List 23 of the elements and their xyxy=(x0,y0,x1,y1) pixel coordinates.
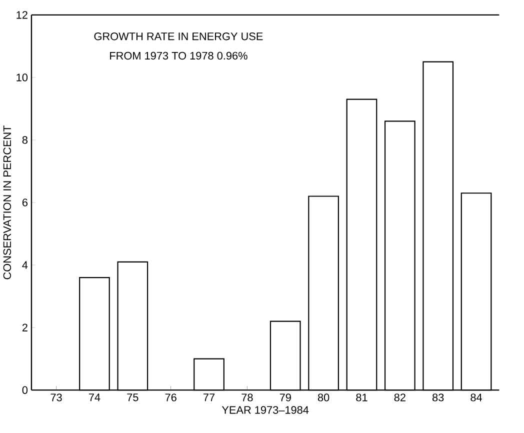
x-tick-label: 77 xyxy=(204,394,215,402)
x-tick-label: 82 xyxy=(394,394,406,402)
y-tick-label: 2 xyxy=(22,324,28,332)
y-axis-title: CONSERVATION IN PERCENT xyxy=(3,126,12,280)
y-tick-label: 12 xyxy=(16,11,28,19)
x-tick-label: 83 xyxy=(432,394,444,402)
x-tick-label: 73 xyxy=(50,394,62,402)
x-tick-label: 80 xyxy=(318,394,330,402)
y-tick-label: 10 xyxy=(16,74,28,82)
y-tick-label: 0 xyxy=(22,386,28,394)
x-tick-label: 79 xyxy=(280,394,291,402)
x-tick-label: 74 xyxy=(88,394,100,402)
annotation: FROM 1973 TO 1978 0.96% xyxy=(110,52,248,60)
x-tick-label: 75 xyxy=(127,394,138,402)
x-tick-label: 84 xyxy=(470,394,482,402)
annotation: GROWTH RATE IN ENERGY USE xyxy=(94,32,263,40)
y-tick-label: 8 xyxy=(22,136,28,144)
y-tick-label: 6 xyxy=(22,198,28,206)
x-tick-label: 76 xyxy=(165,394,176,402)
x-tick-label: 78 xyxy=(242,394,253,402)
x-axis-title: YEAR 1973–1984 xyxy=(222,406,309,414)
y-tick-label: 4 xyxy=(22,261,28,269)
x-tick-label: 81 xyxy=(356,394,368,402)
